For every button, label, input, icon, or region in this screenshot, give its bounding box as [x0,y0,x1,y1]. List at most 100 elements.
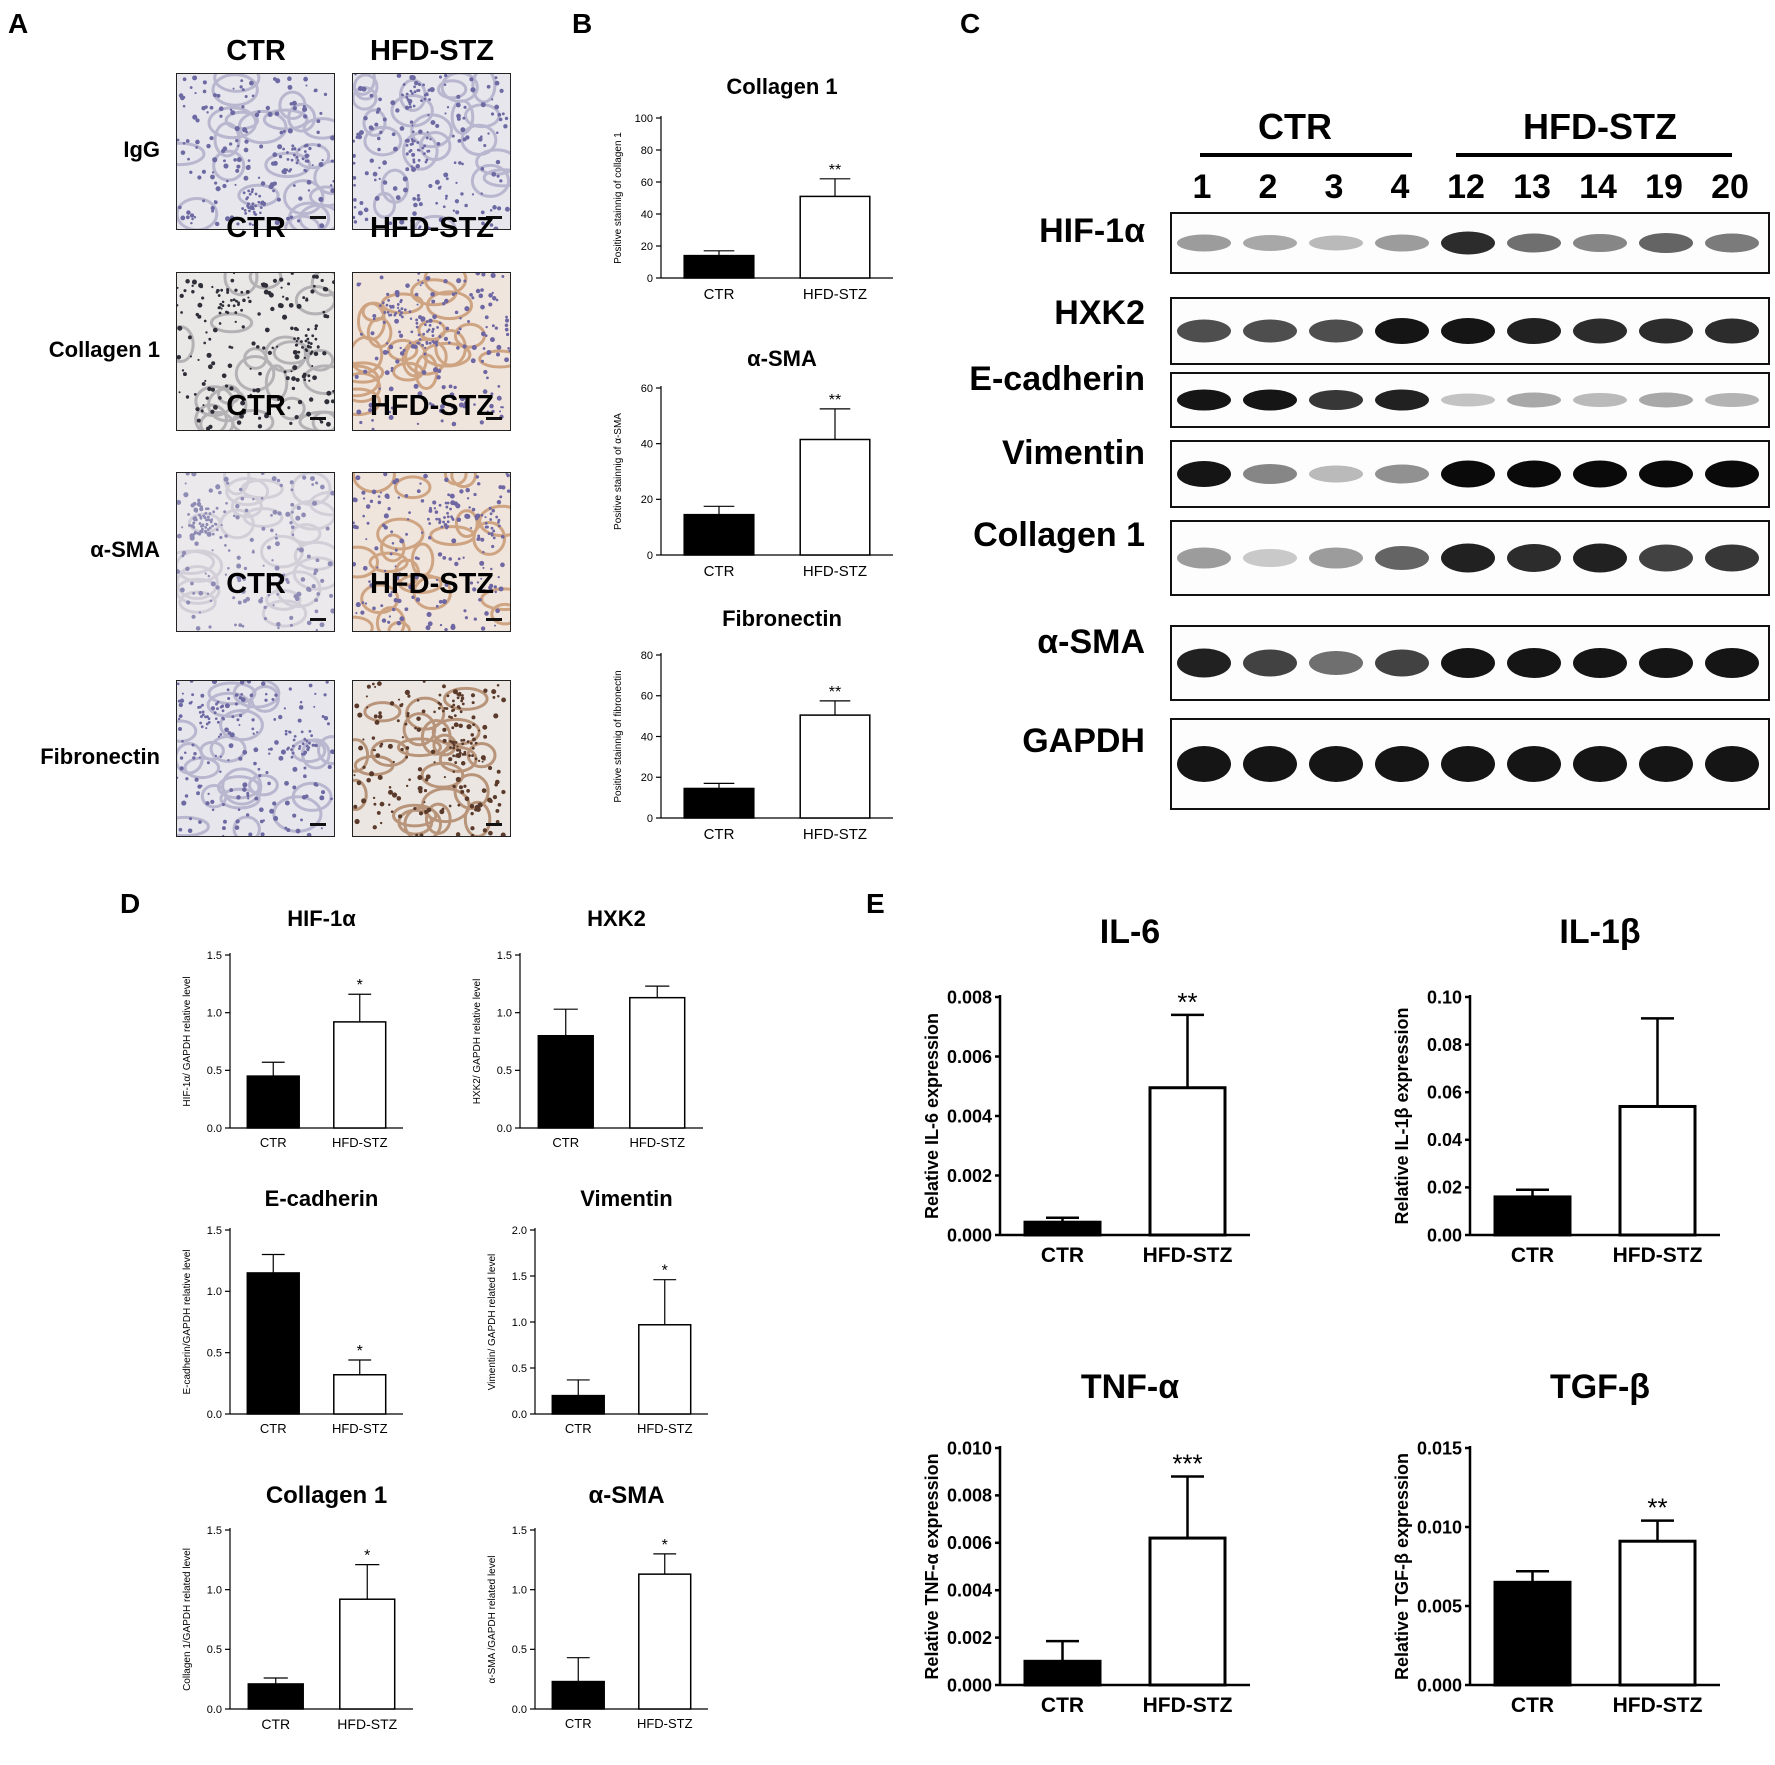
chart-title: α-SMA [588,1482,664,1509]
y-tick-label: 0.010 [947,1438,992,1458]
blot-band [1375,546,1429,570]
x-category-label: CTR [1041,1694,1084,1717]
blot-band [1441,231,1495,255]
bar-hfd-stz [1148,1086,1227,1237]
x-category-label: HFD-STZ [1613,1694,1703,1717]
y-axis-label: Relative TGF-β expression [1392,1453,1412,1680]
blot-label: HIF-1α [1039,212,1145,250]
blot-strip [1170,297,1770,365]
x-category-label: HFD-STZ [629,1135,685,1150]
blot-band [1375,234,1429,252]
blot-band [1639,233,1693,253]
x-category-label: CTR [704,826,735,843]
chart-title: TNF-α [1081,1368,1179,1406]
bar-hfd-stz [333,1373,387,1415]
blot-band [1573,648,1627,678]
blot-band [1177,319,1231,343]
row-label: Collagen 1 [48,336,160,362]
y-tick-label: 20 [641,241,653,253]
y-tick-label: 0 [647,273,653,285]
y-tick-label: 0.10 [1427,987,1462,1007]
bar-hfd-stz [1618,1539,1697,1687]
bar-chart-d: HIF-1α 0.0 0.5 1.0 1.5 HIF-1α/ GAPDH relative… [175,900,425,1170]
bar-hfd-stz [339,1598,396,1710]
y-tick-label: 0.02 [1427,1178,1462,1198]
y-tick-label: 0.0 [497,1123,512,1135]
x-category-label: CTR [565,1716,592,1731]
y-tick-label: 0.000 [947,1675,992,1695]
y-tick-label: 0.5 [207,1348,222,1360]
x-category-label: CTR [1041,1244,1084,1267]
blot-band [1375,464,1429,484]
y-tick-label: 80 [641,145,653,157]
y-tick-label: 1.5 [512,1525,527,1537]
blot-band [1309,465,1363,483]
chart-title: Collagen 1 [726,74,837,99]
chart-title: TGF-β [1550,1368,1650,1406]
blot-band [1309,390,1363,410]
blot-strip [1170,520,1770,596]
blot-band [1507,648,1561,678]
micrograph-hfd-stz [352,472,511,632]
y-axis-label: Relative TNF-α expression [922,1453,942,1679]
y-tick-label: 2.0 [512,1225,527,1237]
significance-marker: * [364,1548,370,1565]
y-tick-label: 1.0 [207,1286,222,1298]
x-category-label: HFD-STZ [1613,1244,1703,1267]
y-tick-label: 40 [641,209,653,221]
blot-band [1573,234,1627,252]
panel-letter-b: B [572,8,593,39]
blot-strip [1170,212,1770,274]
blot-band [1309,746,1363,782]
chart-title: Collagen 1 [266,1482,387,1509]
scale-bar [310,417,326,420]
panel-letter-d: D [120,888,141,919]
y-axis-label: Relative IL-6 expression [922,1013,942,1219]
blot-strip [1170,372,1770,428]
x-category-label: HFD-STZ [803,286,867,303]
x-category-label: HFD-STZ [1143,1244,1233,1267]
scale-bar [310,823,326,826]
blot-band [1507,746,1561,782]
bar-chart-d: Vimentin 0.0 0.5 1.0 1.5 2.0 Vimentin/ GAPDH r… [480,1180,730,1450]
blot-strip [1170,440,1770,508]
micrograph-hfd-stz [352,680,511,837]
x-category-label: CTR [261,1716,290,1732]
y-tick-label: 40 [641,731,653,743]
x-category-label: HFD-STZ [637,1716,693,1731]
y-tick-label: 60 [641,177,653,189]
x-category-label: CTR [260,1421,287,1436]
bar-hfd-stz [638,1324,692,1415]
x-category-label: CTR [552,1135,579,1150]
micrograph-ctr [176,680,335,837]
blot-label: Vimentin [1002,434,1145,472]
significance-marker: ** [829,684,841,701]
x-category-label: HFD-STZ [803,826,867,843]
significance-marker: * [662,1263,668,1280]
blot-band [1243,464,1297,484]
y-tick-label: 0.000 [947,1225,992,1245]
lane-number: 3 [1324,168,1344,206]
y-tick-label: 40 [641,439,653,451]
y-tick-label: 20 [641,494,653,506]
y-tick-label: 1.5 [207,1225,222,1237]
column-label-ctr: CTR [226,568,286,600]
x-category-label: HFD-STZ [1143,1694,1233,1717]
y-tick-label: 1.0 [207,1585,222,1597]
blot-band [1639,746,1693,782]
bar-ctr [683,787,755,819]
blot-strip [1170,625,1770,701]
blot-band [1705,648,1759,678]
chart-title: E-cadherin [265,1186,379,1211]
y-tick-label: 0 [647,813,653,825]
blot-band [1507,392,1561,408]
bar-hfd-stz [638,1573,692,1710]
blot-band [1441,746,1495,782]
panel-letter-a: A [8,8,29,39]
x-category-label: HFD-STZ [332,1421,388,1436]
blot-band [1705,544,1759,572]
blot-label: HXK2 [1054,294,1145,332]
y-tick-label: 0.5 [207,1644,222,1656]
y-tick-label: 0.0 [512,1409,527,1421]
blot-band [1573,393,1627,407]
